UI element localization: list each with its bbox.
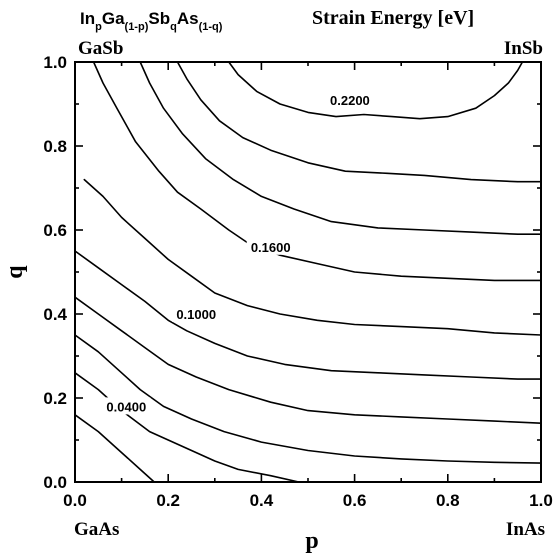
plot-frame <box>74 61 542 483</box>
contour-line <box>228 61 524 120</box>
contour-line <box>74 334 542 464</box>
chart-formula: InpGa(1-p)SbqAs(1-q) <box>80 9 223 33</box>
contour-line <box>92 61 542 282</box>
y-tick-label: 0.8 <box>43 137 67 156</box>
formula-part: p <box>95 21 102 33</box>
x-axis-label: p <box>305 528 318 554</box>
contour-label-background <box>325 90 374 108</box>
contour-line <box>74 414 155 483</box>
formula-part: Sb <box>148 9 170 28</box>
formula-part: (1-q) <box>199 21 223 33</box>
x-tick-label: 0.2 <box>156 491 180 510</box>
y-tick-label: 1.0 <box>43 53 67 72</box>
y-tick-label: 0.6 <box>43 221 67 240</box>
contour-label: 0.0400 <box>106 399 146 414</box>
y-tick-label: 0.2 <box>43 389 67 408</box>
y-tick-label: 0.4 <box>43 305 67 324</box>
contour-line <box>74 296 542 424</box>
contour-label-background <box>102 397 151 415</box>
contour-label: 0.1000 <box>176 307 216 322</box>
contour-label: 0.2200 <box>330 93 370 108</box>
contour-line <box>83 178 542 336</box>
x-tick-label: 1.0 <box>529 491 553 510</box>
y-tick-label: 0.0 <box>43 473 67 492</box>
contour-lines-group <box>74 61 542 483</box>
x-tick-label: 0.0 <box>63 491 87 510</box>
x-tick-label: 0.6 <box>343 491 367 510</box>
x-tick-label: 0.4 <box>250 491 274 510</box>
axis-ticks-group: 0.0 0.2 0.4 0.6 0.8 1.0 0.0 0.2 0.4 0.6 0.8 1.0 <box>43 53 552 510</box>
corner-label-bottom-right: InAs <box>506 519 545 540</box>
contour-line <box>139 61 542 235</box>
formula-part: q <box>170 21 177 33</box>
contour-line <box>176 61 542 183</box>
formula-part: (1-p) <box>125 21 149 33</box>
formula-part: As <box>177 9 199 28</box>
contour-label-background <box>246 237 295 255</box>
y-axis-label: q <box>2 265 28 279</box>
contour-labels-group: 0.0400 0.1000 0.1600 0.2200 <box>102 90 374 415</box>
corner-label-top-right: InSb <box>504 38 543 59</box>
chart-title: Strain Energy [eV] <box>312 7 474 29</box>
contour-label-background <box>172 305 221 322</box>
contour-line <box>74 372 300 483</box>
corner-label-top-left: GaSb <box>78 38 123 59</box>
corner-label-bottom-left: GaAs <box>74 519 119 540</box>
formula-part: In <box>80 9 95 28</box>
contour-line <box>74 250 542 380</box>
formula-part: Ga <box>102 9 125 28</box>
x-tick-label: 0.8 <box>436 491 460 510</box>
contour-label: 0.1600 <box>251 240 291 255</box>
